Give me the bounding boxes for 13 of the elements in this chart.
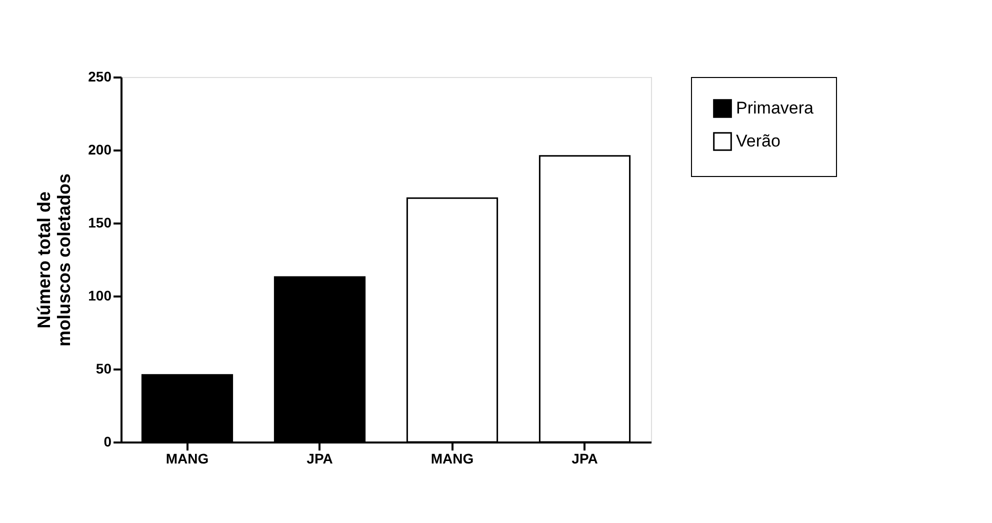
x-tick-label: MANG bbox=[430, 450, 474, 466]
x-tick-label: JPA bbox=[306, 450, 333, 466]
y-axis-title: Número total de moluscos coletados bbox=[34, 173, 74, 347]
y-tick-label: 150 bbox=[88, 214, 112, 230]
y-tick-label: 100 bbox=[88, 288, 112, 304]
x-tick-label: JPA bbox=[572, 450, 598, 466]
legend-label: Primavera bbox=[736, 98, 814, 118]
y-tick-label: 0 bbox=[104, 434, 112, 450]
y-tick-label: 200 bbox=[88, 142, 112, 158]
y-tick-label: 50 bbox=[96, 360, 112, 376]
x-tick-label: MANG bbox=[166, 450, 209, 466]
legend-label: Verão bbox=[736, 132, 780, 150]
y-tick-label: 250 bbox=[88, 68, 112, 84]
